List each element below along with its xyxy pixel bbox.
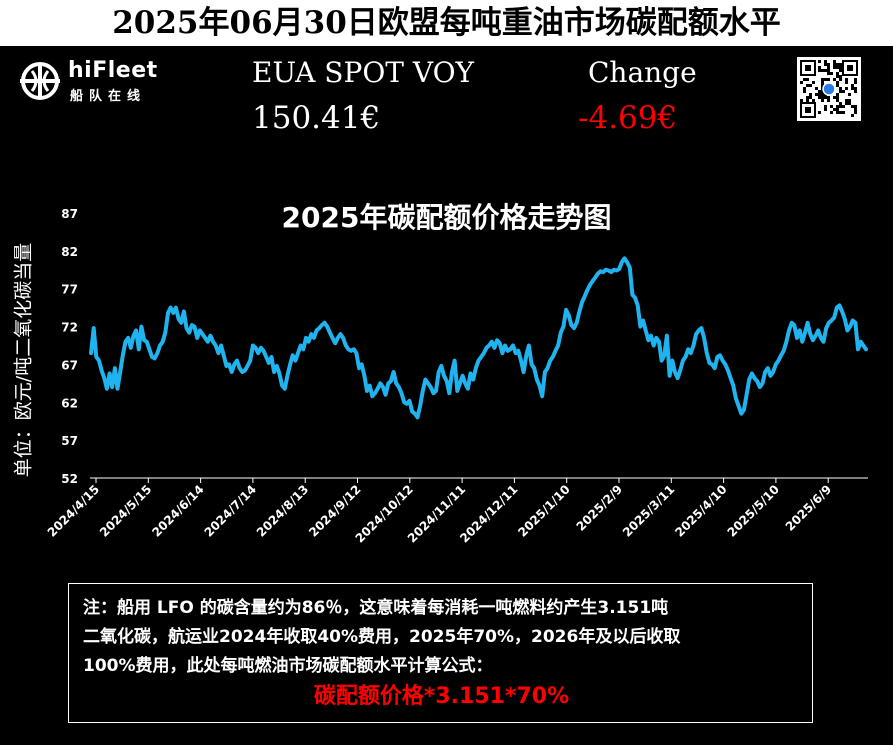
y-tick-label: 67	[61, 358, 78, 372]
x-tick-label: 2024/6/14	[149, 482, 206, 539]
y-tick-label: 62	[61, 396, 78, 410]
x-tick-label: 2025/3/11	[620, 482, 677, 539]
x-tick-label: 2025/2/9	[574, 482, 626, 534]
logo-globe-icon	[20, 62, 60, 100]
x-tick-label: 2024/4/15	[45, 482, 102, 539]
x-tick-label: 2025/1/10	[515, 482, 572, 539]
change-value: -4.69€	[578, 100, 678, 136]
page-title: 2025年06月30日欧盟每吨重油市场碳配额水平	[0, 0, 893, 46]
note-box: 注：船用 LFO 的碳含量约为86％，这意味着每消耗一吨燃料约产生3.151吨 …	[68, 583, 813, 723]
y-tick-label: 52	[61, 472, 78, 486]
chart-title: 2025年碳配额价格走势图	[281, 201, 612, 234]
note-line-1: 注：船用 LFO 的碳含量约为86％，这意味着每消耗一吨燃料约产生3.151吨	[83, 598, 669, 618]
y-tick-label: 82	[61, 245, 78, 259]
logo-subtitle: 船队在线	[70, 89, 147, 104]
x-tick-label: 2025/6/9	[783, 482, 835, 534]
x-tick-label: 2024/8/13	[254, 482, 311, 539]
series-line	[89, 256, 868, 420]
x-tick-label: 2024/7/14	[202, 482, 259, 539]
line-chart: 87 82 77 72 67 62 57 522024/4/152024/5/152024/6…	[45, 207, 868, 546]
y-tick-label: 87	[61, 207, 78, 221]
hifleet-logo: hiFleet 船队在线	[18, 58, 168, 104]
y-tick-label: 72	[61, 321, 78, 335]
price-label: EUA SPOT VOY	[252, 56, 475, 89]
note-line-3: 100%费用，此处每吨燃油市场碳配额水平计算公式：	[83, 656, 493, 676]
y-tick-label: 57	[61, 434, 78, 448]
change-label: Change	[588, 56, 697, 89]
price-value: 150.41€	[252, 100, 381, 136]
note-formula: 碳配额价格*3.151*70%	[313, 684, 570, 709]
y-tick-label: 77	[61, 283, 78, 297]
logo-name: hiFleet	[68, 58, 158, 83]
x-tick-label: 2025/5/10	[725, 482, 782, 539]
x-tick-label: 2024/5/15	[97, 482, 154, 539]
x-tick-label: 2024/9/12	[306, 482, 363, 539]
note-line-2: 二氧化碳，航运业2024年收取40%费用，2025年70%，2026年及以后收取	[83, 627, 681, 647]
x-tick-label: 2025/4/10	[672, 482, 729, 539]
qr-code	[797, 57, 861, 121]
